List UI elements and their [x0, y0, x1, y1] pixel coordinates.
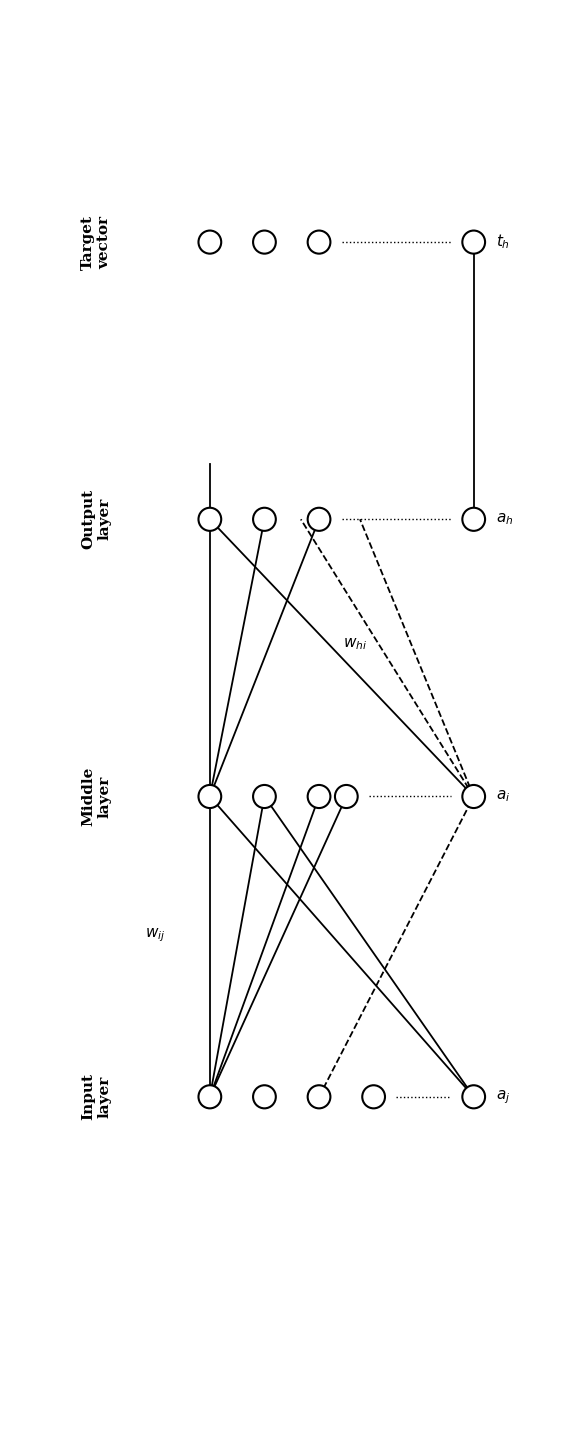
Ellipse shape — [253, 785, 276, 808]
Text: Target
vector: Target vector — [81, 215, 111, 269]
Ellipse shape — [463, 508, 485, 531]
Text: $a_j$: $a_j$ — [497, 1089, 511, 1106]
Ellipse shape — [335, 785, 357, 808]
Ellipse shape — [463, 230, 485, 253]
Ellipse shape — [253, 230, 276, 253]
Ellipse shape — [198, 508, 221, 531]
Ellipse shape — [198, 1086, 221, 1109]
Ellipse shape — [308, 230, 330, 253]
Ellipse shape — [308, 785, 330, 808]
Text: Middle
layer: Middle layer — [81, 768, 111, 827]
Ellipse shape — [198, 785, 221, 808]
Text: $a_h$: $a_h$ — [497, 511, 514, 527]
Ellipse shape — [198, 230, 221, 253]
Text: Input
layer: Input layer — [81, 1073, 111, 1120]
Text: $w_{ij}$: $w_{ij}$ — [145, 926, 166, 943]
Ellipse shape — [463, 785, 485, 808]
Ellipse shape — [308, 1086, 330, 1109]
Ellipse shape — [308, 508, 330, 531]
Text: Output
layer: Output layer — [81, 490, 111, 550]
Text: $a_i$: $a_i$ — [497, 789, 511, 805]
Ellipse shape — [463, 1086, 485, 1109]
Ellipse shape — [253, 508, 276, 531]
Text: $w_{hi}$: $w_{hi}$ — [343, 636, 367, 652]
Ellipse shape — [253, 1086, 276, 1109]
Ellipse shape — [362, 1086, 385, 1109]
Text: $t_h$: $t_h$ — [497, 233, 511, 252]
